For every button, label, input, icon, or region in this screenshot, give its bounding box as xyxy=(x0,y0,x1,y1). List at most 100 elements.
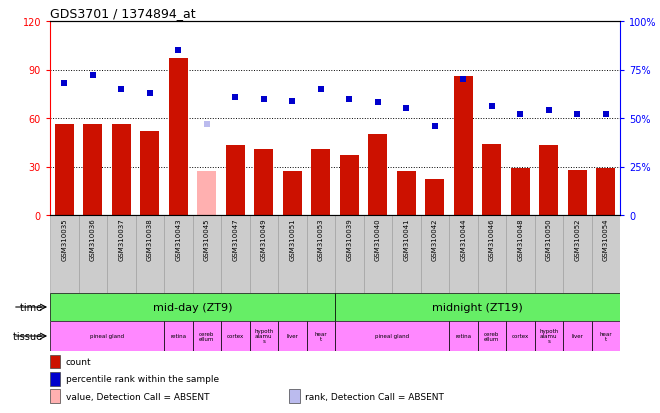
Bar xyxy=(340,156,358,216)
Bar xyxy=(535,321,563,351)
Bar xyxy=(278,321,306,351)
Bar xyxy=(335,293,620,321)
Text: time: time xyxy=(20,302,45,312)
Bar xyxy=(506,321,535,351)
Text: liver: liver xyxy=(286,334,298,339)
Bar xyxy=(289,389,300,403)
Text: GSM310042: GSM310042 xyxy=(432,218,438,260)
Bar xyxy=(278,216,306,293)
Text: mid-day (ZT9): mid-day (ZT9) xyxy=(152,302,232,312)
Text: GSM310036: GSM310036 xyxy=(90,218,96,261)
Text: GDS3701 / 1374894_at: GDS3701 / 1374894_at xyxy=(50,7,195,20)
Text: hear
t: hear t xyxy=(314,331,327,341)
Text: retina: retina xyxy=(455,334,471,339)
Text: GSM310050: GSM310050 xyxy=(546,218,552,260)
Text: GSM310037: GSM310037 xyxy=(118,218,124,261)
Text: cortex: cortex xyxy=(226,334,244,339)
Bar xyxy=(249,216,278,293)
Text: GSM310051: GSM310051 xyxy=(289,218,295,260)
Bar xyxy=(591,216,620,293)
Text: liver: liver xyxy=(572,334,583,339)
Bar xyxy=(141,132,159,216)
Text: GSM310041: GSM310041 xyxy=(403,218,409,260)
Bar xyxy=(226,146,244,216)
Bar xyxy=(563,216,591,293)
Bar xyxy=(255,150,273,216)
Bar xyxy=(335,216,364,293)
Text: pineal gland: pineal gland xyxy=(375,334,409,339)
Text: midnight (ZT19): midnight (ZT19) xyxy=(432,302,523,312)
Bar xyxy=(511,169,529,216)
Bar xyxy=(563,321,591,351)
Bar xyxy=(306,321,335,351)
Bar xyxy=(50,389,60,403)
Bar xyxy=(193,216,221,293)
Bar xyxy=(482,145,501,216)
Bar xyxy=(477,216,506,293)
Text: GSM310035: GSM310035 xyxy=(61,218,67,260)
Bar xyxy=(164,321,193,351)
Bar xyxy=(312,150,330,216)
Text: count: count xyxy=(66,357,92,366)
Bar xyxy=(221,321,249,351)
Bar xyxy=(591,321,620,351)
Text: retina: retina xyxy=(170,334,186,339)
Text: GSM310045: GSM310045 xyxy=(204,218,210,260)
Text: rank, Detection Call = ABSENT: rank, Detection Call = ABSENT xyxy=(306,392,444,401)
Bar xyxy=(83,125,102,216)
Bar xyxy=(50,355,60,368)
Bar xyxy=(50,321,164,351)
Bar xyxy=(50,216,79,293)
Bar xyxy=(454,77,473,216)
Text: GSM310040: GSM310040 xyxy=(375,218,381,260)
Text: percentile rank within the sample: percentile rank within the sample xyxy=(66,375,219,384)
Bar xyxy=(50,372,60,386)
Text: GSM310046: GSM310046 xyxy=(489,218,495,260)
Text: GSM310044: GSM310044 xyxy=(460,218,466,260)
Text: GSM310048: GSM310048 xyxy=(517,218,523,260)
Text: hear
t: hear t xyxy=(599,331,612,341)
Bar xyxy=(426,180,444,216)
Text: GSM310054: GSM310054 xyxy=(603,218,609,260)
Text: GSM310038: GSM310038 xyxy=(147,218,152,261)
Text: pineal gland: pineal gland xyxy=(90,334,124,339)
Bar xyxy=(50,293,335,321)
Bar xyxy=(193,321,221,351)
Bar xyxy=(335,321,449,351)
Bar xyxy=(221,216,249,293)
Bar xyxy=(364,216,392,293)
Bar xyxy=(597,169,615,216)
Text: hypoth
alamu
s: hypoth alamu s xyxy=(254,329,273,344)
Text: tissue: tissue xyxy=(13,331,45,341)
Bar xyxy=(79,216,107,293)
Bar xyxy=(449,216,477,293)
Bar xyxy=(107,216,135,293)
Bar xyxy=(477,321,506,351)
Text: GSM310039: GSM310039 xyxy=(346,218,352,261)
Bar xyxy=(55,125,73,216)
Text: cortex: cortex xyxy=(512,334,529,339)
Text: cereb
ellum: cereb ellum xyxy=(484,331,500,341)
Bar xyxy=(283,172,302,216)
Text: cereb
ellum: cereb ellum xyxy=(199,331,214,341)
Bar xyxy=(568,170,587,216)
Text: GSM310053: GSM310053 xyxy=(317,218,324,260)
Bar xyxy=(535,216,563,293)
Text: GSM310049: GSM310049 xyxy=(261,218,267,260)
Text: GSM310043: GSM310043 xyxy=(176,218,182,260)
Bar xyxy=(164,216,193,293)
Bar xyxy=(449,321,477,351)
Text: GSM310052: GSM310052 xyxy=(574,218,580,260)
Bar xyxy=(169,59,187,216)
Bar xyxy=(420,216,449,293)
Bar xyxy=(397,172,416,216)
Text: value, Detection Call = ABSENT: value, Detection Call = ABSENT xyxy=(66,392,209,401)
Bar xyxy=(392,216,420,293)
Bar xyxy=(112,125,131,216)
Bar xyxy=(306,216,335,293)
Bar xyxy=(135,216,164,293)
Text: hypoth
alamu
s: hypoth alamu s xyxy=(539,329,558,344)
Bar xyxy=(249,321,278,351)
Bar xyxy=(539,146,558,216)
Bar xyxy=(368,135,387,216)
